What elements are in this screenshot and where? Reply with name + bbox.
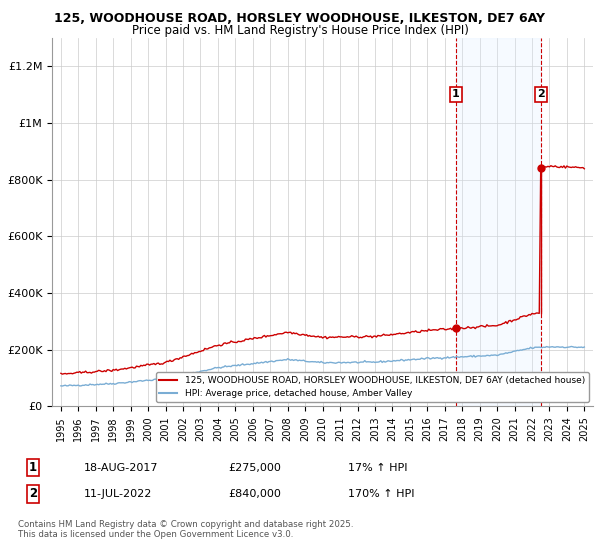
Text: £840,000: £840,000 — [228, 489, 281, 499]
Text: 2: 2 — [538, 90, 545, 100]
Text: 17% ↑ HPI: 17% ↑ HPI — [348, 463, 407, 473]
Text: 1: 1 — [452, 90, 460, 100]
Text: 11-JUL-2022: 11-JUL-2022 — [84, 489, 152, 499]
Text: Price paid vs. HM Land Registry's House Price Index (HPI): Price paid vs. HM Land Registry's House … — [131, 24, 469, 36]
Text: £275,000: £275,000 — [228, 463, 281, 473]
Legend: 125, WOODHOUSE ROAD, HORSLEY WOODHOUSE, ILKESTON, DE7 6AY (detached house), HPI:: 125, WOODHOUSE ROAD, HORSLEY WOODHOUSE, … — [156, 372, 589, 402]
Text: Contains HM Land Registry data © Crown copyright and database right 2025.
This d: Contains HM Land Registry data © Crown c… — [18, 520, 353, 539]
Text: 18-AUG-2017: 18-AUG-2017 — [84, 463, 158, 473]
Text: 2: 2 — [29, 487, 37, 501]
Text: 1: 1 — [29, 461, 37, 474]
Text: 125, WOODHOUSE ROAD, HORSLEY WOODHOUSE, ILKESTON, DE7 6AY: 125, WOODHOUSE ROAD, HORSLEY WOODHOUSE, … — [55, 12, 545, 25]
Text: 170% ↑ HPI: 170% ↑ HPI — [348, 489, 415, 499]
Bar — [455, 38, 541, 407]
